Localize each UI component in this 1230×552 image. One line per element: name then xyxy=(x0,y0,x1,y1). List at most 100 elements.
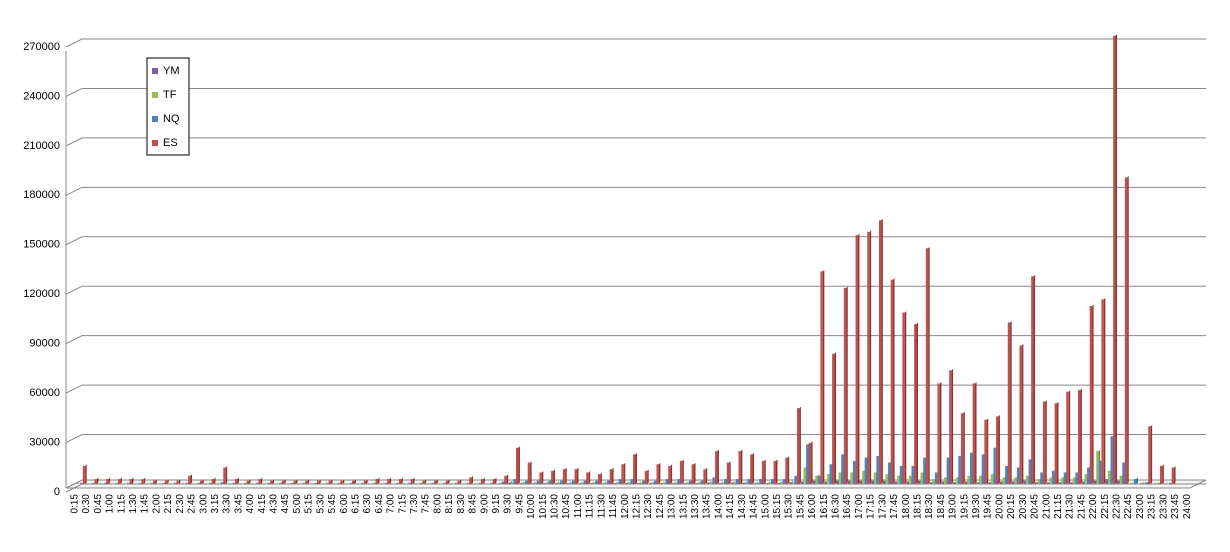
bar-side xyxy=(870,230,872,484)
bar-face xyxy=(616,482,618,484)
bar-face xyxy=(953,482,955,484)
bar xyxy=(820,270,824,484)
bar-face xyxy=(291,483,293,484)
bar-face xyxy=(1117,481,1119,484)
bar xyxy=(750,453,754,484)
x-tick-label: 0:45 xyxy=(93,494,104,514)
x-tick-label: 8:15 xyxy=(444,494,455,514)
bar xyxy=(668,464,672,484)
bar-face xyxy=(543,483,545,484)
x-tick-label: 9:15 xyxy=(491,494,502,514)
bar-side xyxy=(565,468,567,484)
x-tick-label: 1:15 xyxy=(116,494,127,514)
bar-face xyxy=(949,370,951,484)
bar-side xyxy=(811,441,813,484)
x-tick-label: 4:30 xyxy=(269,494,280,514)
bar-face xyxy=(859,481,861,484)
bar-face xyxy=(502,482,504,484)
bar-face xyxy=(891,280,893,484)
bar-side xyxy=(975,382,977,484)
bar-face xyxy=(944,477,946,484)
bar-face xyxy=(1160,466,1162,484)
bar-face xyxy=(988,482,990,484)
bar-face xyxy=(809,443,811,484)
bar-face xyxy=(820,271,822,484)
bar-face xyxy=(1052,471,1054,484)
bar-face xyxy=(115,483,117,484)
x-tick-label: 19:15 xyxy=(959,494,970,519)
bar xyxy=(106,478,110,484)
x-tick-label: 22:45 xyxy=(1123,494,1134,519)
bar-face xyxy=(572,481,574,484)
bar xyxy=(610,468,614,484)
bar-side xyxy=(1151,425,1153,484)
bar-face xyxy=(689,481,691,484)
bar xyxy=(1160,464,1164,484)
bar xyxy=(212,478,216,484)
bar-face xyxy=(640,482,642,484)
bar-face xyxy=(411,479,413,484)
bar-face xyxy=(127,483,129,484)
bar-face xyxy=(567,483,569,484)
x-tick-label: 1:00 xyxy=(105,494,116,514)
x-tick-label: 19:45 xyxy=(983,494,994,519)
bar-face xyxy=(1059,482,1061,484)
x-tick-label: 14:30 xyxy=(737,494,748,519)
bar xyxy=(188,474,192,484)
bar-side xyxy=(799,407,801,484)
x-tick-label: 16:15 xyxy=(819,494,830,519)
bar-face xyxy=(883,481,885,484)
bar-face xyxy=(575,469,577,484)
bar-face xyxy=(534,482,536,484)
bar-face xyxy=(754,483,756,484)
bar-face xyxy=(457,481,459,484)
bar xyxy=(516,446,520,484)
bar-face xyxy=(455,483,457,484)
bar-face xyxy=(408,483,410,484)
y-tick-label: 90000 xyxy=(29,338,60,350)
bar-face xyxy=(666,479,668,484)
bar-face xyxy=(467,483,469,484)
bar-face xyxy=(642,481,644,484)
bar-face xyxy=(839,472,841,484)
x-tick-label: 21:45 xyxy=(1076,494,1087,519)
bar-face xyxy=(1125,177,1127,484)
bar-face xyxy=(1172,468,1174,484)
bar-face xyxy=(668,466,670,484)
bar-face xyxy=(696,483,698,484)
bar-face xyxy=(539,472,541,484)
bar-face xyxy=(672,483,674,484)
bar-face xyxy=(707,483,709,484)
y-tick-label: 0 xyxy=(54,486,60,498)
bar-face xyxy=(731,483,733,484)
legend-swatch xyxy=(152,92,158,98)
bar-face xyxy=(268,483,270,484)
bar-face xyxy=(1029,459,1031,484)
x-tick-label: 2:00 xyxy=(151,494,162,514)
bar-side xyxy=(1022,344,1024,484)
bar-side xyxy=(530,461,532,484)
bar-side xyxy=(905,311,907,484)
bar-side xyxy=(823,270,825,484)
bar-face xyxy=(947,458,949,484)
bar xyxy=(1134,478,1138,484)
bar-face xyxy=(932,479,934,484)
bar-face xyxy=(532,483,534,484)
bar xyxy=(141,478,145,484)
bar-side xyxy=(952,369,954,484)
bar-face xyxy=(490,483,492,484)
x-tick-label: 3:00 xyxy=(198,494,209,514)
bar-face xyxy=(888,463,890,484)
bar-side xyxy=(85,464,87,484)
grid-line xyxy=(66,138,1206,146)
bar-face xyxy=(446,481,448,484)
bar-face xyxy=(724,479,726,484)
bar-face xyxy=(895,482,897,484)
bar xyxy=(1090,305,1094,485)
x-tick-label: 10:30 xyxy=(550,494,561,519)
bar-face xyxy=(349,483,351,484)
x-tick-label: 15:00 xyxy=(760,494,771,519)
bar-side xyxy=(1010,321,1012,484)
bar xyxy=(645,469,649,484)
